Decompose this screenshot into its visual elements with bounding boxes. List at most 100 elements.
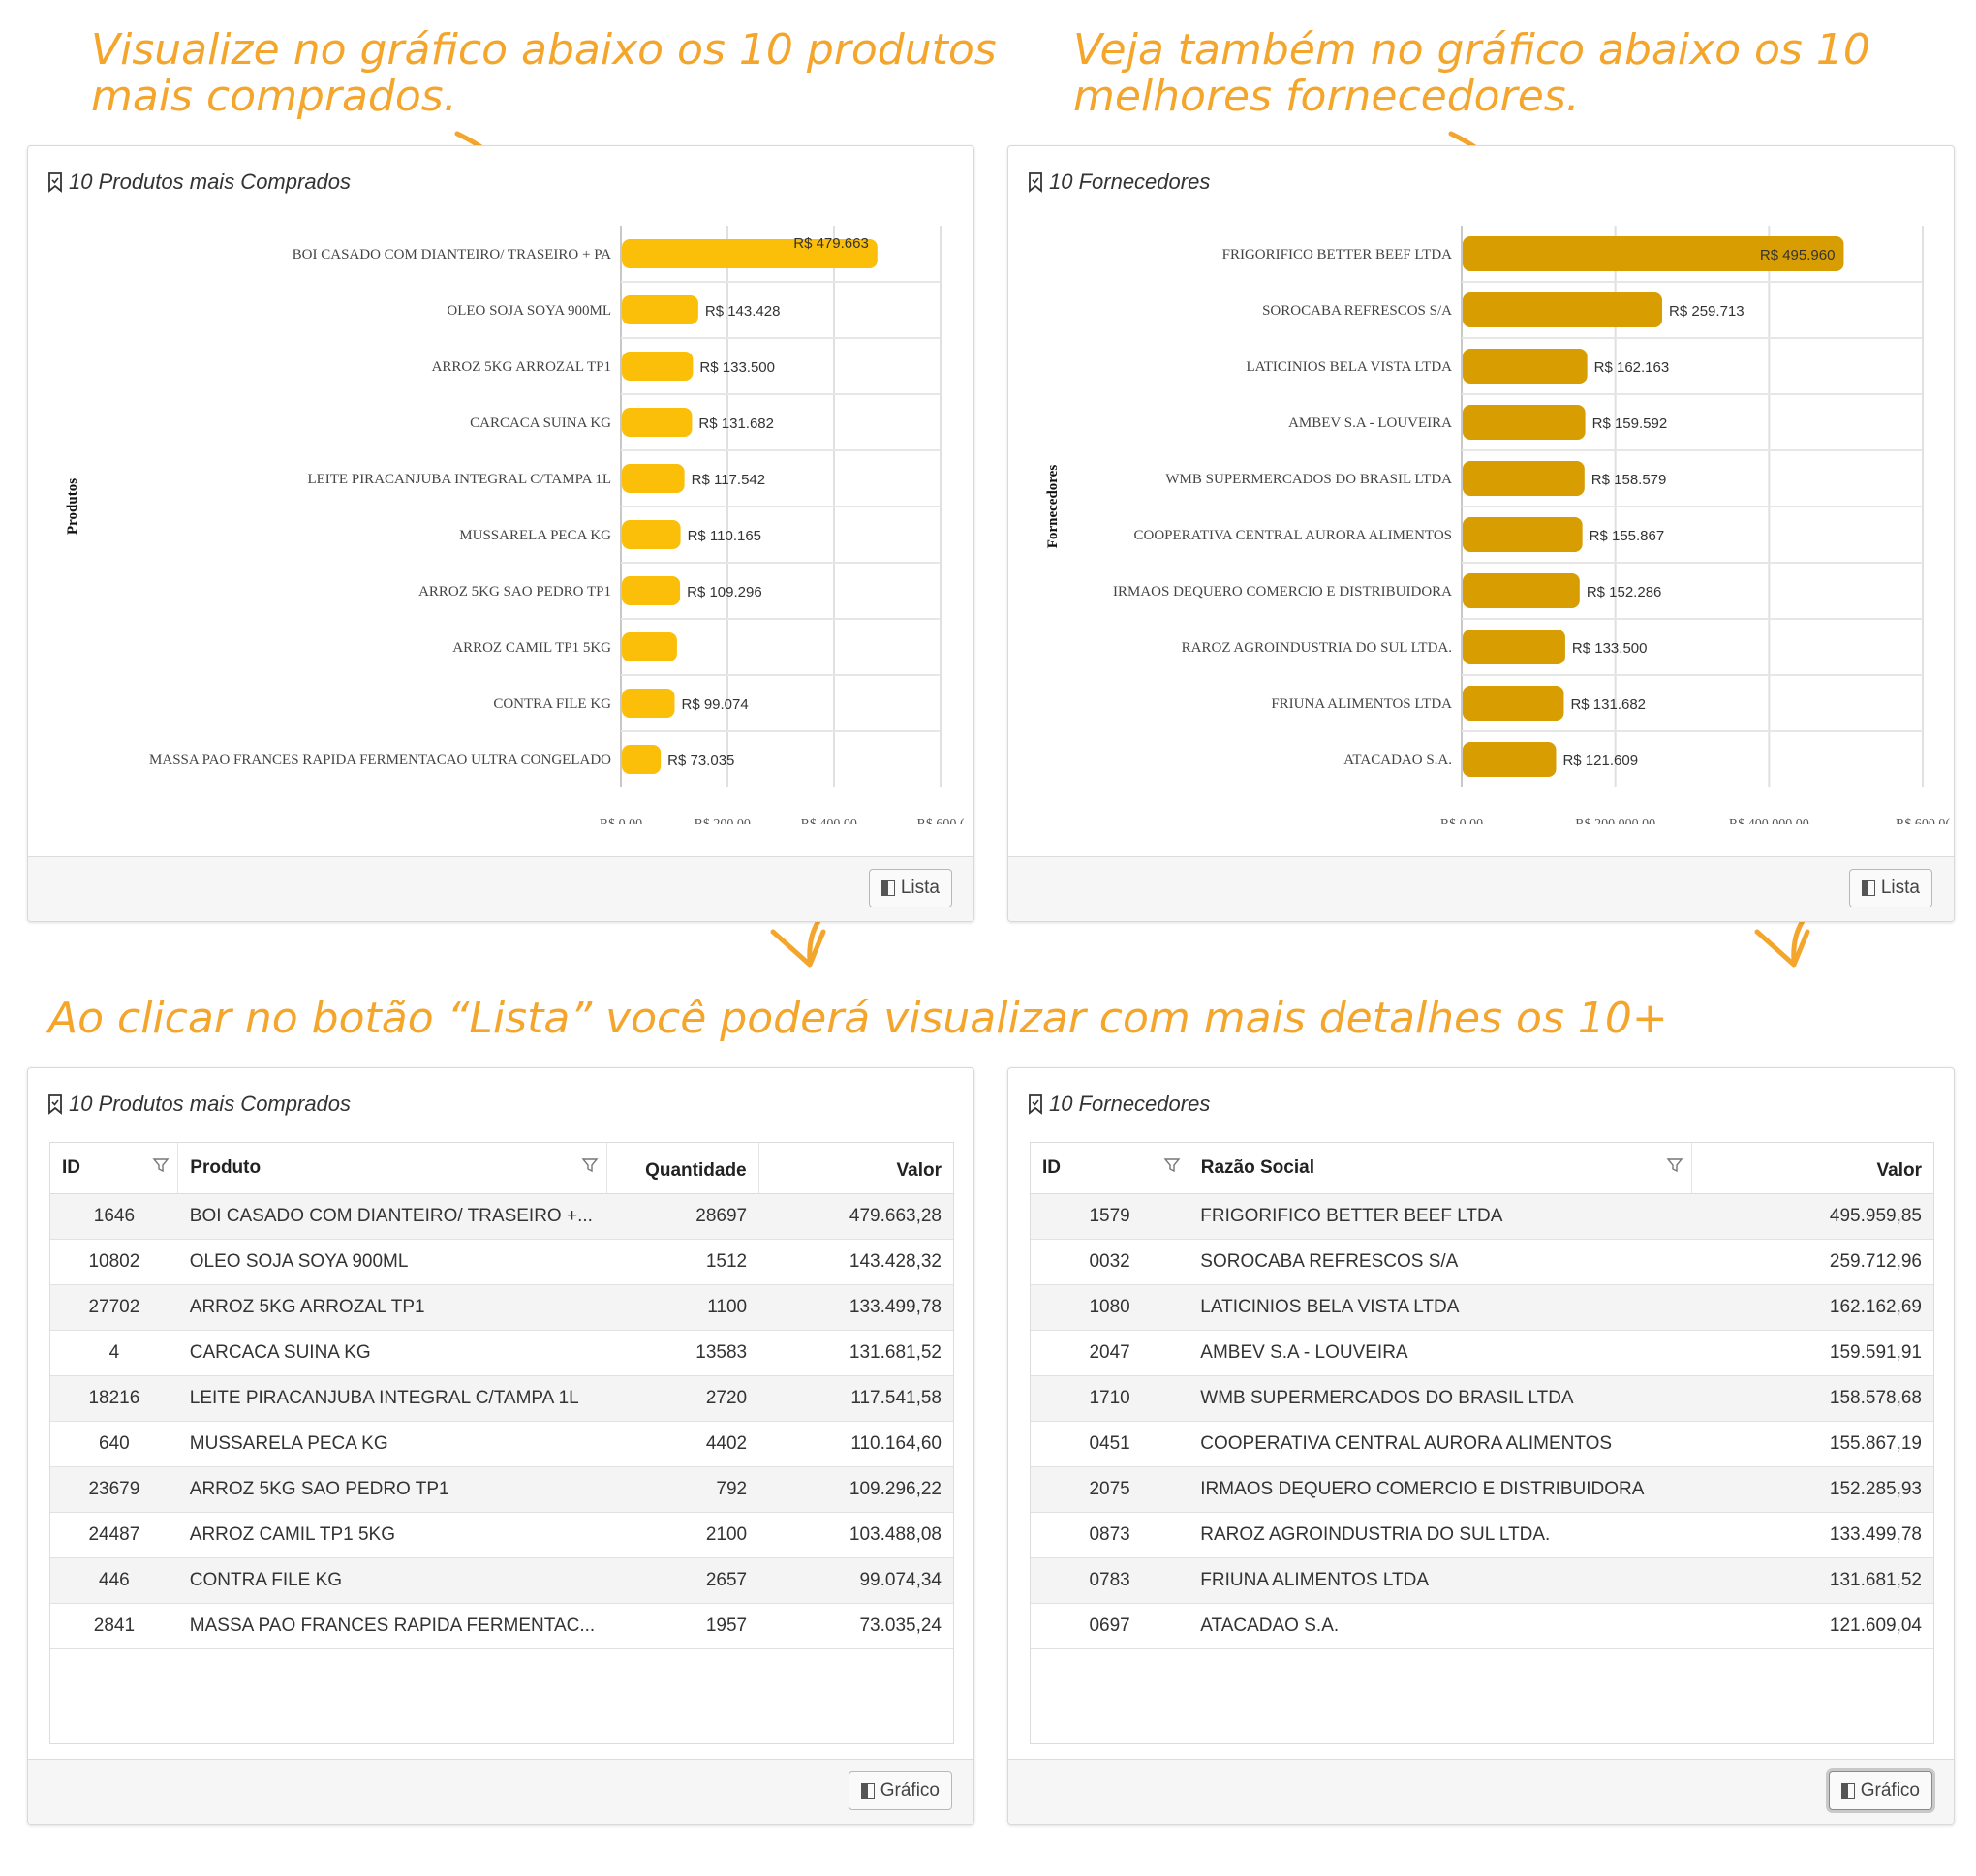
chart-bar bbox=[622, 352, 694, 381]
lista-button[interactable]: Lista bbox=[868, 869, 952, 907]
y-axis-title: Produtos bbox=[65, 478, 80, 535]
table-row[interactable]: 640 MUSSARELA PECA KG 4402 110.164,60 bbox=[50, 1421, 953, 1467]
category-label: ATACADAO S.A. bbox=[1343, 753, 1452, 768]
products-table-panel: 10 Produtos mais Comprados ID Produto Qu… bbox=[27, 1067, 974, 1825]
chart-bar bbox=[622, 632, 677, 661]
table-row[interactable]: 1080 LATICINIOS BELA VISTA LTDA 162.162,69 bbox=[1031, 1284, 1933, 1331]
suppliers-table-title: 10 Fornecedores bbox=[1028, 1092, 1210, 1117]
products-chart-title: 10 Produtos mais Comprados bbox=[47, 169, 351, 195]
category-label: LATICINIOS BELA VISTA LTDA bbox=[1246, 359, 1452, 375]
cell-valor: 162.162,69 bbox=[1691, 1284, 1933, 1331]
column-header-quantidade[interactable]: Quantidade bbox=[606, 1143, 759, 1194]
cell-quantidade: 1957 bbox=[606, 1603, 759, 1649]
cell-quantidade: 28697 bbox=[606, 1193, 759, 1240]
y-axis-title: Fornecedores bbox=[1045, 465, 1061, 549]
chart-bar bbox=[622, 464, 685, 493]
x-tick-label: R$ 200.00... bbox=[695, 817, 761, 824]
table-row[interactable]: 2841 MASSA PAO FRANCES RAPIDA FERMENTAC..… bbox=[50, 1603, 953, 1649]
cell-razao: WMB SUPERMERCADOS DO BRASIL LTDA bbox=[1189, 1375, 1692, 1422]
products-table-title: 10 Produtos mais Comprados bbox=[47, 1092, 351, 1117]
data-label: R$ 143.428 bbox=[705, 303, 781, 320]
cell-razao: FRIGORIFICO BETTER BEEF LTDA bbox=[1189, 1193, 1692, 1240]
chart-bar bbox=[1463, 405, 1586, 440]
grafico-button[interactable]: Gráfico bbox=[848, 1771, 952, 1810]
table-row[interactable]: 0697 ATACADAO S.A. 121.609,04 bbox=[1031, 1603, 1933, 1649]
category-label: BOI CASADO COM DIANTEIRO/ TRASEIRO + PA bbox=[293, 247, 611, 262]
chart-bar bbox=[1463, 573, 1580, 608]
chart-bar bbox=[1463, 742, 1557, 777]
cell-id: 27702 bbox=[50, 1284, 178, 1331]
cell-produto: ARROZ CAMIL TP1 5KG bbox=[177, 1512, 607, 1558]
cell-valor: 99.074,34 bbox=[758, 1557, 953, 1604]
suppliers-table-body: 1579 FRIGORIFICO BETTER BEEF LTDA 495.959,… bbox=[1031, 1193, 1933, 1649]
cell-produto: ARROZ 5KG ARROZAL TP1 bbox=[177, 1284, 607, 1331]
column-header-id[interactable]: ID bbox=[1031, 1143, 1189, 1194]
table-header-row: ID Produto Quantidade Valor bbox=[50, 1143, 953, 1194]
table-row[interactable]: 2075 IRMAOS DEQUERO COMERCIO E DISTRIBUID… bbox=[1031, 1466, 1933, 1513]
products-grid: ID Produto Quantidade Valor 1646 BOI CASA… bbox=[49, 1142, 954, 1744]
chart-bar bbox=[622, 239, 878, 268]
products-bar-chart-svg: BOI CASADO COM DIANTEIRO/ TRASEIRO + PA R… bbox=[65, 226, 965, 832]
filter-icon[interactable] bbox=[1163, 1156, 1181, 1174]
table-row[interactable]: 2047 AMBEV S.A - LOUVEIRA 159.591,91 bbox=[1031, 1330, 1933, 1376]
cell-valor: 73.035,24 bbox=[758, 1603, 953, 1649]
filter-icon[interactable] bbox=[152, 1156, 170, 1174]
column-header-valor[interactable]: Valor bbox=[1691, 1143, 1933, 1194]
category-label: CONTRA FILE KG bbox=[493, 696, 611, 712]
table-row[interactable]: 18216 LEITE PIRACANJUBA INTEGRAL C/TAMPA … bbox=[50, 1375, 953, 1422]
data-label: R$ 110.165 bbox=[688, 528, 761, 544]
x-tick-label: R$ 600.0( bbox=[1896, 817, 1950, 824]
cell-valor: 159.591,91 bbox=[1691, 1330, 1933, 1376]
cell-id: 0783 bbox=[1031, 1557, 1189, 1604]
suppliers-grid: ID Razão Social Valor 1579 FRIGORIFICO BE… bbox=[1030, 1142, 1934, 1744]
cell-razao: RAROZ AGROINDUSTRIA DO SUL LTDA. bbox=[1189, 1512, 1692, 1558]
suppliers-table: ID Razão Social Valor 1579 FRIGORIFICO BE… bbox=[1031, 1143, 1933, 1649]
table-row[interactable]: 24487 ARROZ CAMIL TP1 5KG 2100 103.488,08 bbox=[50, 1512, 953, 1558]
cell-id: 10802 bbox=[50, 1239, 178, 1285]
products-table: ID Produto Quantidade Valor 1646 BOI CASA… bbox=[50, 1143, 953, 1649]
table-row[interactable]: 0873 RAROZ AGROINDUSTRIA DO SUL LTDA. 133.… bbox=[1031, 1512, 1933, 1558]
table-row[interactable]: 0783 FRIUNA ALIMENTOS LTDA 131.681,52 bbox=[1031, 1557, 1933, 1604]
cell-quantidade: 2720 bbox=[606, 1375, 759, 1422]
x-tick-label: R$ 400.00... bbox=[801, 817, 868, 824]
category-label: AMBEV S.A - LOUVEIRA bbox=[1288, 415, 1452, 431]
table-row[interactable]: 27702 ARROZ 5KG ARROZAL TP1 1100 133.499,78 bbox=[50, 1284, 953, 1331]
table-row[interactable]: 1710 WMB SUPERMERCADOS DO BRASIL LTDA 158.… bbox=[1031, 1375, 1933, 1422]
table-row[interactable]: 10802 OLEO SOJA SOYA 900ML 1512 143.428,32 bbox=[50, 1239, 953, 1285]
cell-razao: LATICINIOS BELA VISTA LTDA bbox=[1189, 1284, 1692, 1331]
table-row[interactable]: 23679 ARROZ 5KG SAO PEDRO TP1 792 109.296,2… bbox=[50, 1466, 953, 1513]
cell-valor: 103.488,08 bbox=[758, 1512, 953, 1558]
cell-valor: 259.712,96 bbox=[1691, 1239, 1933, 1285]
table-row[interactable]: 1646 BOI CASADO COM DIANTEIRO/ TRASEIRO +… bbox=[50, 1193, 953, 1240]
table-row[interactable]: 0451 COOPERATIVA CENTRAL AURORA ALIMENTOS… bbox=[1031, 1421, 1933, 1467]
column-header-produto[interactable]: Produto bbox=[177, 1143, 607, 1194]
cell-razao: AMBEV S.A - LOUVEIRA bbox=[1189, 1330, 1692, 1376]
chart-bar bbox=[622, 745, 662, 774]
cell-valor: 479.663,28 bbox=[758, 1193, 953, 1240]
data-label: R$ 495.960 bbox=[1760, 247, 1836, 263]
cell-produto: CARCACA SUINA KG bbox=[177, 1330, 607, 1376]
table-row[interactable]: 4 CARCACA SUINA KG 13583 131.681,52 bbox=[50, 1330, 953, 1376]
table-row[interactable]: 1579 FRIGORIFICO BETTER BEEF LTDA 495.959,… bbox=[1031, 1193, 1933, 1240]
cell-valor: 121.609,04 bbox=[1691, 1603, 1933, 1649]
column-header-label: Valor bbox=[1876, 1160, 1922, 1181]
category-label: FRIUNA ALIMENTOS LTDA bbox=[1271, 696, 1452, 712]
grafico-button[interactable]: Gráfico bbox=[1828, 1771, 1932, 1810]
cell-razao: COOPERATIVA CENTRAL AURORA ALIMENTOS bbox=[1189, 1421, 1692, 1467]
filter-icon[interactable] bbox=[581, 1156, 599, 1174]
products-bar-chart: BOI CASADO COM DIANTEIRO/ TRASEIRO + PA R… bbox=[28, 204, 975, 832]
cell-razao: SOROCABA REFRESCOS S/A bbox=[1189, 1239, 1692, 1285]
panel-toggle-icon bbox=[1840, 1783, 1855, 1799]
table-row[interactable]: 0032 SOROCABA REFRESCOS S/A 259.712,96 bbox=[1031, 1239, 1933, 1285]
column-header-valor[interactable]: Valor bbox=[758, 1143, 953, 1194]
cell-id: 0451 bbox=[1031, 1421, 1189, 1467]
column-header-razao-social[interactable]: Razão Social bbox=[1189, 1143, 1693, 1194]
chart-bar bbox=[622, 520, 681, 549]
column-header-label: ID bbox=[1042, 1157, 1061, 1178]
chart-bar bbox=[1463, 292, 1663, 327]
filter-icon[interactable] bbox=[1666, 1156, 1683, 1174]
lista-button[interactable]: Lista bbox=[1848, 869, 1932, 907]
bookmark-icon bbox=[1029, 172, 1042, 193]
column-header-id[interactable]: ID bbox=[50, 1143, 179, 1194]
table-row[interactable]: 446 CONTRA FILE KG 2657 99.074,34 bbox=[50, 1557, 953, 1604]
